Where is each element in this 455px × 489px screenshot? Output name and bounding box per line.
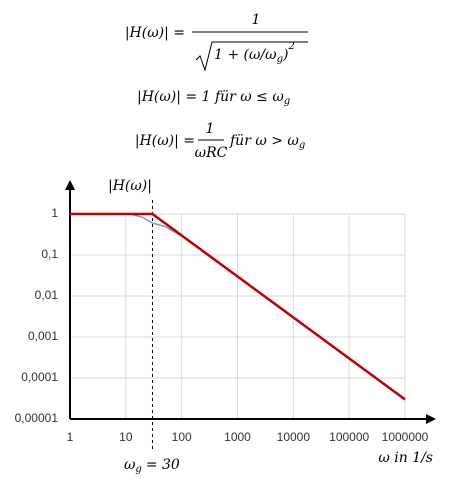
formula: |H(ω)| = 1 für ω ≤ ωg: [137, 89, 290, 107]
y-tick-label: 0,0001: [21, 370, 58, 384]
annotation-sub: g: [135, 464, 141, 475]
x-tick-label: 10: [119, 430, 133, 444]
x-tick-label: 1: [67, 430, 74, 444]
formula-numerator: 1: [252, 12, 261, 28]
formula-lhs: |H(ω)| =: [125, 25, 185, 41]
x-tick-label: 100: [172, 430, 192, 444]
sqrt-sign: [195, 41, 308, 72]
x-tick-label: 10000: [277, 430, 311, 444]
y-tick-label: 0,1: [41, 247, 58, 261]
y-axis-arrow: [65, 180, 75, 190]
y-tick-label: 0,001: [28, 329, 58, 343]
x-tick-label: 1000000: [382, 430, 429, 444]
y-axis-title: |H(ω)|: [108, 178, 152, 194]
formula-denominator: ωRC: [195, 145, 228, 161]
x-tick-label: 100000: [329, 430, 369, 444]
annotation: ωg = 30: [124, 457, 180, 475]
series-line: [70, 212, 406, 401]
formula-lhs: |H(ω)| =: [135, 133, 195, 149]
y-tick-label: 1: [51, 206, 58, 220]
x-axis-title: ω in 1/s: [378, 450, 433, 466]
annotation-text: = 30: [146, 457, 180, 473]
x-axis-arrow: [426, 414, 436, 424]
formula-numerator: 1: [206, 121, 215, 137]
x-tick-label: 1000: [224, 430, 251, 444]
formula-condition: für ω > ωg: [229, 133, 305, 151]
y-tick-label: 0,00001: [15, 411, 59, 425]
annotation-symbol: ω: [124, 457, 136, 473]
y-tick-label: 0,01: [35, 288, 59, 302]
formula-denominator: 1 + (ω/ωg)2: [214, 41, 295, 65]
